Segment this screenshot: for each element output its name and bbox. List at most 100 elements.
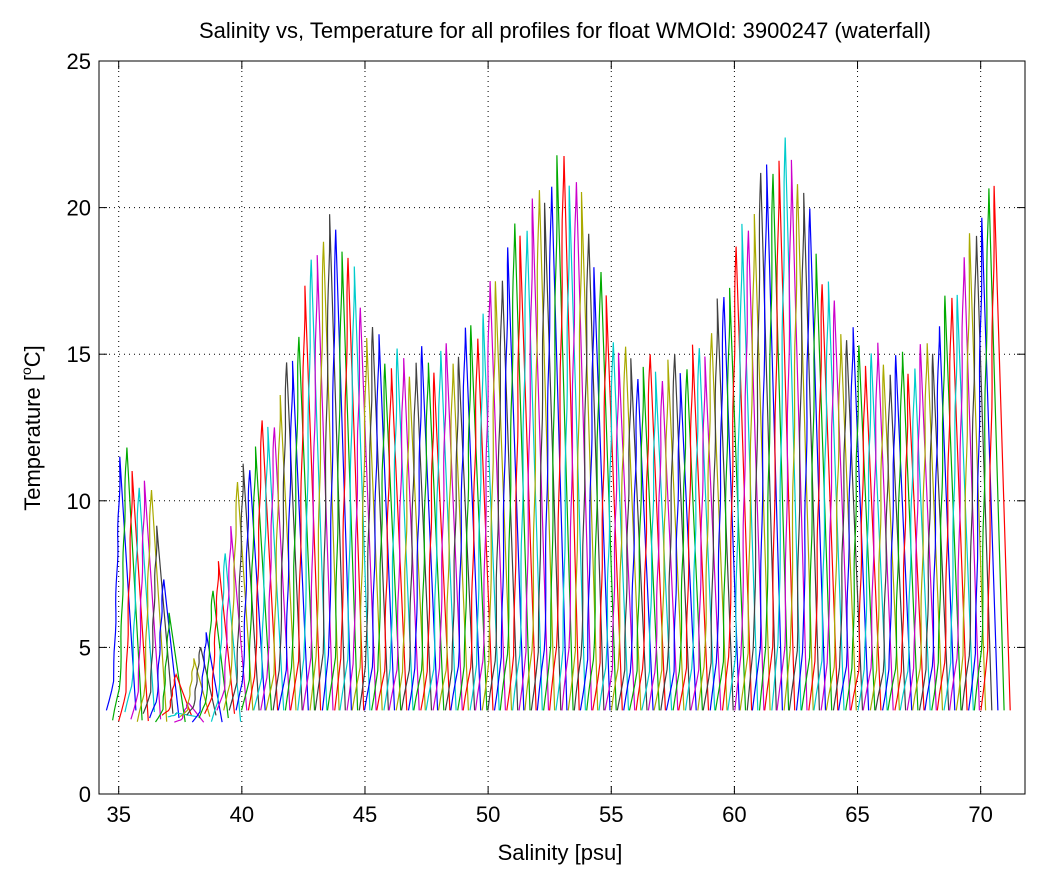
profile-line — [112, 447, 143, 721]
profile-line — [388, 358, 420, 711]
axis-tick-labels: 35 40 45 50 55 60 65 70 0 5 10 15 20 25 — [67, 49, 993, 827]
profile-line — [949, 257, 980, 711]
profile-line — [290, 285, 322, 711]
profile-line — [530, 202, 562, 711]
profile-line — [339, 266, 371, 711]
profile-line — [850, 365, 882, 711]
profile-line — [437, 363, 469, 711]
profile-line — [210, 553, 242, 722]
profile-line — [943, 294, 974, 711]
profile-line — [400, 362, 433, 711]
profile-line — [358, 326, 389, 711]
profile-line — [869, 364, 900, 711]
profile-line — [124, 487, 155, 713]
profile-line — [845, 345, 876, 711]
profile-line — [567, 191, 599, 711]
profile-line — [413, 362, 445, 711]
profile-line — [555, 185, 586, 711]
profile-line — [894, 373, 925, 711]
profile-line — [764, 160, 796, 711]
profile-line — [825, 334, 857, 711]
profile-line — [161, 672, 192, 716]
y-tick-label: 10 — [67, 489, 91, 514]
profile-line — [240, 446, 272, 711]
profile-line — [536, 186, 568, 711]
profile-line — [604, 352, 636, 711]
profile-line — [820, 300, 851, 711]
profile-line — [277, 360, 309, 711]
x-tick-label: 50 — [476, 802, 500, 827]
profile-line — [727, 223, 759, 711]
profile-line — [801, 253, 833, 711]
profile-line — [808, 284, 839, 711]
profile-lines — [105, 137, 1011, 723]
profile-line — [918, 353, 950, 711]
y-axis-label-superscript: o — [18, 367, 34, 375]
profile-line — [142, 525, 174, 714]
profile-line — [758, 173, 790, 711]
profile-line — [204, 561, 236, 715]
profile-line — [407, 346, 439, 711]
profile-line — [136, 489, 168, 722]
profile-line — [875, 374, 907, 711]
profile-line — [444, 356, 476, 711]
x-tick-label: 55 — [599, 802, 623, 827]
profile-line — [751, 164, 783, 711]
profile-line — [641, 371, 673, 711]
profile-line — [857, 353, 888, 711]
profile-line — [709, 296, 740, 711]
profile-line — [734, 230, 765, 711]
y-tick-label: 20 — [67, 196, 91, 221]
profile-line — [191, 632, 223, 723]
profile-line — [690, 356, 722, 711]
profile-line — [961, 235, 993, 711]
profile-line — [788, 192, 820, 711]
profile-line — [235, 470, 266, 711]
profile-line — [167, 712, 198, 718]
profile-line — [623, 378, 654, 711]
profile-line — [481, 281, 513, 711]
profile-line — [518, 198, 550, 711]
y-axis-label: Temperature [oC] — [18, 345, 45, 511]
profile-line — [684, 348, 716, 711]
profile-line — [665, 373, 697, 711]
profile-line — [346, 307, 377, 711]
x-tick-label: 60 — [722, 802, 746, 827]
profile-line — [579, 267, 611, 711]
profile-line — [746, 172, 777, 711]
profile-line — [376, 368, 408, 711]
profile-line — [118, 470, 149, 722]
profile-line — [432, 343, 463, 711]
profile-line — [469, 313, 500, 711]
profile-line — [223, 482, 254, 711]
profile-line — [198, 590, 229, 719]
x-tick-label: 65 — [845, 802, 869, 827]
profile-line — [228, 463, 260, 711]
profile-line — [272, 362, 303, 711]
y-tick-label: 5 — [79, 635, 91, 660]
profile-line — [899, 368, 931, 711]
profile-line — [284, 336, 316, 711]
profile-line — [321, 229, 352, 711]
profile-line — [924, 326, 956, 711]
profile-line — [425, 350, 457, 711]
profile-line — [450, 327, 482, 711]
profile-line — [672, 369, 703, 711]
profile-line — [832, 340, 864, 711]
profile-line — [383, 348, 414, 711]
profile-line — [592, 295, 623, 711]
profile-line — [862, 342, 894, 711]
profile-line — [186, 647, 217, 716]
profile-line — [838, 327, 870, 711]
profile-line — [653, 359, 685, 711]
profile-line — [265, 394, 297, 711]
profile-line — [739, 213, 771, 711]
profile-line — [887, 351, 919, 711]
profile-line — [420, 372, 451, 711]
profile-line — [968, 217, 999, 711]
profile-line — [714, 287, 747, 711]
profile-line — [980, 185, 1011, 711]
profile-line — [474, 280, 506, 711]
profile-line — [260, 427, 291, 711]
